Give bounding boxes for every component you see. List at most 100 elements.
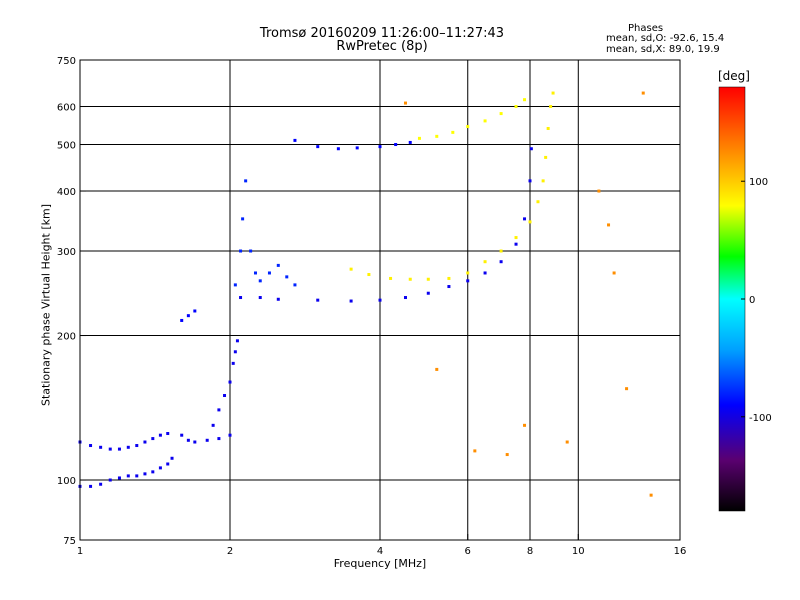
- x-axis-ticks: 1 2 4 6 8 10 16: [77, 534, 687, 557]
- data-point: [193, 309, 197, 313]
- colorbar-tick-label: 0: [749, 295, 755, 306]
- data-point: [355, 146, 359, 150]
- x-tick-label: 8: [527, 546, 533, 557]
- data-point: [258, 279, 262, 283]
- data-point: [316, 298, 320, 302]
- grid-lines: [80, 60, 680, 540]
- data-point: [597, 189, 601, 193]
- data-point: [180, 433, 184, 437]
- data-point: [235, 339, 239, 343]
- chart-title: Tromsø 20160209 11:26:00–11:27:43: [259, 26, 505, 41]
- data-point: [349, 267, 353, 271]
- data-point: [378, 298, 382, 302]
- chart-subtitle: RwPretec (8p): [336, 39, 428, 54]
- stats-o-mode: mean, sd,O: -92.6, 15.4: [606, 33, 725, 44]
- data-point: [473, 449, 477, 453]
- colorbar-tick-label: -100: [749, 413, 772, 424]
- data-point: [514, 242, 518, 246]
- data-point: [483, 271, 487, 275]
- data-point: [205, 438, 209, 442]
- y-tick-label: 400: [57, 187, 76, 198]
- data-point: [641, 91, 645, 95]
- data-point: [117, 476, 121, 480]
- x-tick-label: 2: [227, 546, 233, 557]
- data-point: [217, 408, 221, 412]
- data-point: [549, 105, 553, 109]
- data-point: [499, 260, 503, 264]
- data-point: [253, 271, 257, 275]
- y-axis-ticks: 75 100 200 300 400 500 600 750: [57, 56, 86, 547]
- data-point: [89, 484, 93, 488]
- data-point: [228, 380, 232, 384]
- data-point: [426, 291, 430, 295]
- data-point: [451, 130, 455, 134]
- data-point: [546, 126, 550, 130]
- x-tick-label: 16: [674, 546, 687, 557]
- y-axis-label: Stationary phase Virtual Height [km]: [39, 203, 53, 407]
- data-point: [435, 367, 439, 371]
- data-point: [231, 361, 235, 365]
- data-point: [135, 444, 139, 448]
- data-point: [403, 296, 407, 300]
- data-point: [625, 387, 629, 391]
- data-point: [565, 440, 569, 444]
- data-point: [143, 440, 147, 444]
- data-point: [523, 217, 527, 221]
- data-point: [403, 101, 407, 105]
- y-tick-label: 100: [57, 476, 76, 487]
- data-point: [166, 432, 170, 436]
- data-point: [523, 423, 527, 427]
- data-point: [426, 277, 430, 281]
- data-points: [78, 91, 653, 497]
- data-point: [389, 276, 393, 280]
- colorbar-label: [deg]: [718, 69, 750, 83]
- data-point: [544, 155, 548, 159]
- colorbar-ticks: -100 0 100: [741, 177, 772, 424]
- data-point: [408, 277, 412, 281]
- data-point: [158, 466, 162, 470]
- y-tick-label: 300: [57, 247, 76, 258]
- y-tick-label: 75: [63, 536, 76, 547]
- data-point: [367, 273, 371, 277]
- data-point: [249, 249, 253, 253]
- data-point: [223, 394, 227, 398]
- data-point: [99, 482, 103, 486]
- data-point: [514, 236, 518, 240]
- data-point: [180, 318, 184, 322]
- x-tick-label: 10: [572, 546, 585, 557]
- stats-x-mode: mean, sd,X: 89.0, 19.9: [606, 44, 720, 55]
- y-tick-label: 600: [57, 103, 76, 114]
- data-point: [394, 143, 398, 147]
- data-point: [186, 438, 190, 442]
- colorbar: [718, 86, 746, 512]
- data-point: [447, 276, 451, 280]
- data-point: [193, 440, 197, 444]
- data-point: [528, 220, 532, 224]
- data-point: [126, 474, 130, 478]
- data-point: [408, 140, 412, 144]
- data-point: [239, 249, 243, 253]
- data-point: [536, 200, 540, 204]
- data-point: [158, 433, 162, 437]
- y-tick-label: 750: [57, 56, 76, 67]
- stats-heading: Phases: [628, 23, 664, 34]
- data-point: [108, 478, 112, 482]
- data-point: [607, 223, 611, 227]
- data-point: [499, 249, 503, 253]
- data-point: [233, 350, 237, 354]
- y-tick-label: 200: [57, 332, 76, 343]
- data-point: [466, 279, 470, 283]
- x-tick-label: 1: [77, 546, 83, 557]
- data-point: [239, 296, 243, 300]
- data-point: [505, 453, 509, 457]
- data-point: [126, 445, 130, 449]
- x-tick-label: 4: [377, 546, 383, 557]
- data-point: [293, 138, 297, 142]
- data-point: [349, 299, 353, 303]
- data-point: [447, 285, 451, 289]
- data-point: [217, 437, 221, 441]
- data-point: [499, 112, 503, 116]
- data-point: [336, 147, 340, 151]
- data-point: [276, 297, 280, 301]
